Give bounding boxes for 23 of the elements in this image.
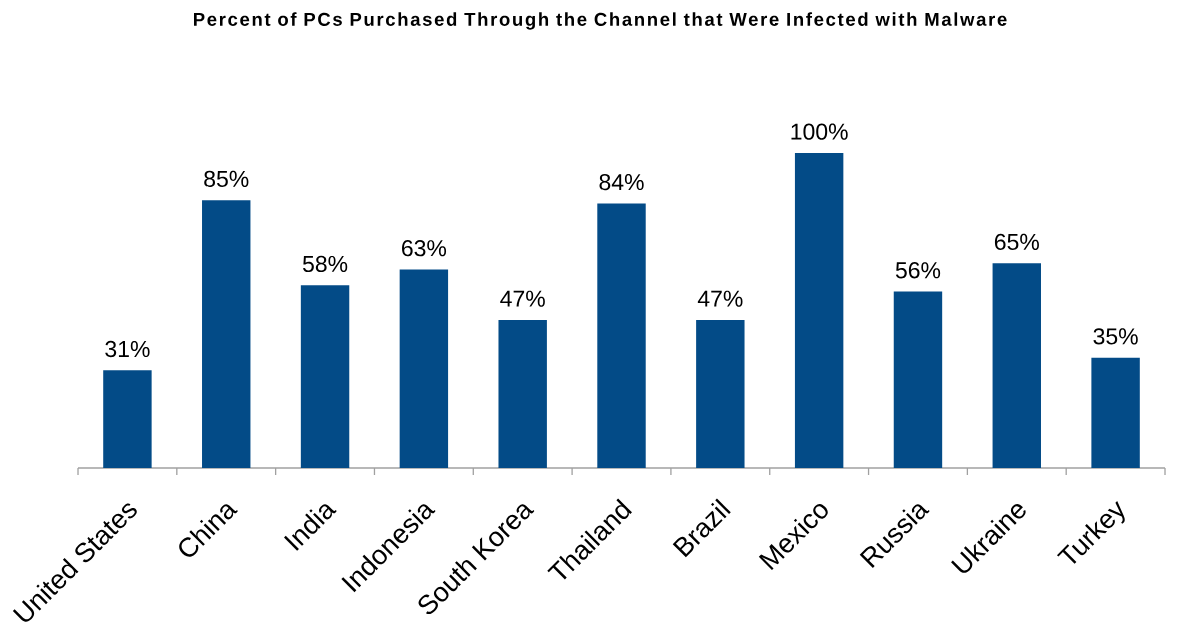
chart-title: Percent of PCs Purchased Through the Channel that Were Infected with Malware: [194, 12, 1007, 30]
bar: [992, 263, 1041, 468]
bar: [300, 285, 350, 468]
bar: [597, 203, 646, 468]
data-label: 85%: [204, 170, 249, 188]
bar: [696, 319, 745, 468]
bar: [103, 370, 152, 468]
data-label: 35%: [1093, 328, 1138, 345]
bar: [794, 152, 844, 468]
bar: [202, 200, 251, 468]
bar: [1091, 357, 1140, 468]
data-label: 31%: [105, 340, 150, 358]
data-label: 56%: [895, 262, 941, 279]
data-label: 84%: [599, 173, 644, 191]
bar: [399, 269, 449, 468]
data-label: 47%: [500, 290, 545, 307]
data-label: 100%: [791, 123, 848, 140]
bar: [893, 291, 943, 468]
bar: [498, 319, 547, 468]
data-label: 63%: [402, 240, 447, 257]
data-label: 65%: [994, 233, 1039, 251]
data-label: 58%: [302, 255, 348, 273]
data-label: 47%: [697, 290, 743, 307]
